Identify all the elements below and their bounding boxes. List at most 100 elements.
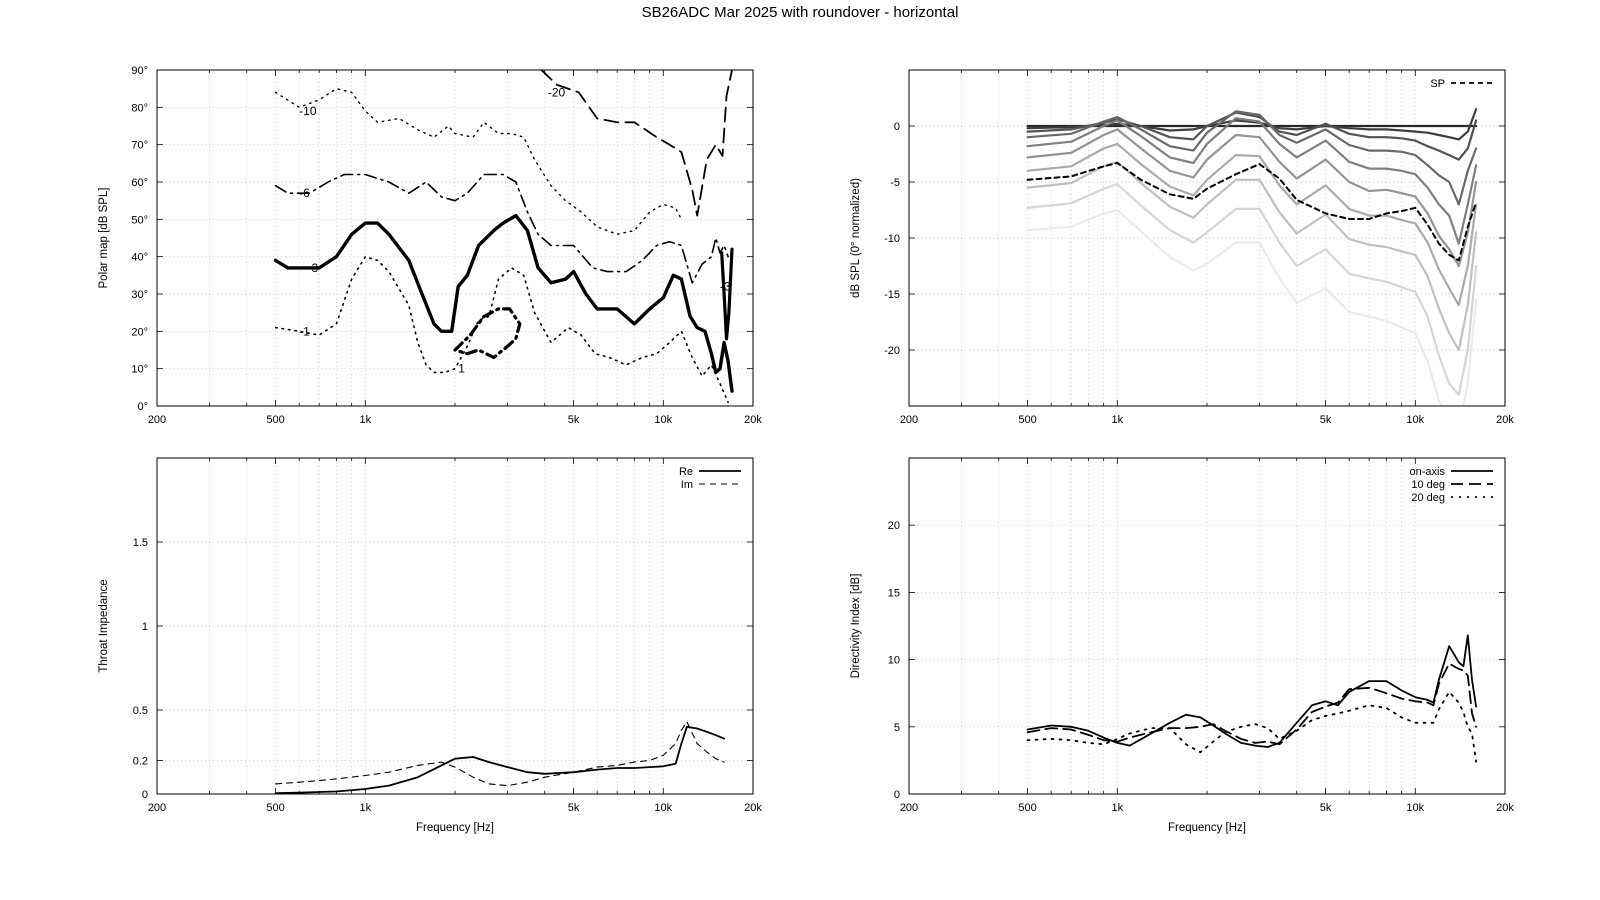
x-tick-label: 10k: [1406, 414, 1424, 426]
x-tick-label: 200: [148, 414, 166, 426]
series-line: [275, 721, 725, 787]
series-line: [1026, 160, 1478, 352]
series-line: [1026, 208, 1478, 406]
spl-panel: 200 500 1k 5k 10k 20k 0 -5 -10 -15 -20 dB SPL (0° n…: [850, 69, 1514, 426]
y-tick-label: 80°: [131, 102, 148, 114]
x-tick-label: 1k: [359, 414, 371, 426]
contour-line: [720, 247, 734, 341]
y-tick-label: -20: [884, 345, 900, 357]
plot-frame: [156, 69, 754, 407]
series-line: [1026, 111, 1478, 161]
legend-label: Im: [681, 479, 693, 491]
x-axis-label: Frequency [Hz]: [416, 822, 494, 834]
x-tick-label: 5k: [1320, 414, 1332, 426]
contour-label: -3: [308, 261, 319, 275]
legend-label: 10 deg: [1411, 479, 1445, 491]
polar-map-panel: 200 500 1k 5k 10k 20k 0° 10° 20° 30° 40° 50° 60° 70° 8…: [98, 65, 762, 426]
y-axis-label: Polar map [dB SPL]: [98, 188, 110, 289]
contour-line: [274, 173, 729, 284]
y-tick-label: 15: [888, 587, 900, 599]
y-tick-label: 60°: [131, 177, 148, 189]
y-tick-label: 30°: [131, 289, 148, 301]
x-tick-label: 1k: [359, 802, 371, 814]
contour-label: -3: [720, 280, 731, 294]
x-tick-label: 1k: [1111, 802, 1123, 814]
contour-label: -10: [299, 104, 317, 118]
contour-label: -1: [299, 324, 310, 338]
y-tick-label: 0: [894, 121, 900, 133]
x-tick-label: 10k: [654, 414, 672, 426]
series-line: [1026, 117, 1478, 245]
x-tick-label: 1k: [1111, 414, 1123, 426]
contour-label: 1: [458, 362, 465, 376]
x-tick-label: 20k: [744, 414, 762, 426]
y-tick-label: 0: [142, 789, 148, 801]
y-tick-label: 20: [888, 520, 900, 532]
contour-label: -20: [548, 85, 566, 99]
x-tick-label: 5k: [568, 414, 580, 426]
series-line: [1026, 162, 1478, 262]
y-axis-label: dB SPL (0° normalized): [850, 178, 862, 298]
contour-line: [274, 255, 729, 404]
x-tick-label: 5k: [1320, 802, 1332, 814]
page-title: SB26ADC Mar 2025 with roundover - horizo…: [641, 4, 959, 21]
y-tick-label: -5: [890, 177, 900, 189]
y-tick-label: 50°: [131, 214, 148, 226]
y-tick-label: 90°: [131, 65, 148, 77]
y-tick-label: 70°: [131, 140, 148, 152]
x-tick-label: 500: [1018, 414, 1036, 426]
x-tick-label: 20k: [744, 802, 762, 814]
legend-label: on-axis: [1410, 466, 1446, 478]
y-tick-label: 0°: [137, 401, 148, 413]
plot-area: [1026, 634, 1477, 763]
x-tick-label: 200: [148, 802, 166, 814]
x-tick-label: 200: [900, 802, 918, 814]
legend-label: SP: [1430, 78, 1445, 90]
contour-line: [273, 213, 734, 393]
series-line: [1026, 142, 1478, 307]
contour-line: [274, 88, 683, 235]
plot-frame: [908, 457, 1506, 795]
series-line: [1026, 691, 1477, 763]
series-line: [1026, 634, 1477, 748]
plot-area: -10 -20 -6 -3 -3 -1 1: [273, 70, 734, 404]
plot-area: [274, 721, 725, 794]
x-axis-label: Frequency [Hz]: [1168, 822, 1246, 834]
contour-line: [540, 70, 733, 217]
legend-label: Re: [679, 466, 693, 478]
y-tick-label: 5: [894, 722, 900, 734]
x-tick-label: 20k: [1496, 802, 1514, 814]
x-tick-label: 500: [266, 414, 284, 426]
x-tick-label: 10k: [1406, 802, 1424, 814]
x-tick-label: 200: [900, 414, 918, 426]
directivity-panel: 200 500 1k 5k 10k 20k 0 5 10 15 20 Directivity Inde…: [850, 457, 1514, 834]
contour-line: [453, 307, 522, 360]
y-tick-label: 0.2: [133, 755, 148, 767]
x-tick-label: 500: [1018, 802, 1036, 814]
plot-frame: [908, 69, 1506, 407]
series-line: [1026, 128, 1478, 268]
y-axis-label: Directivity Index [dB]: [850, 574, 862, 679]
y-tick-label: 0.5: [133, 705, 148, 717]
series-line: [1026, 183, 1478, 396]
x-tick-label: 20k: [1496, 414, 1514, 426]
y-tick-label: 1.5: [133, 537, 148, 549]
y-tick-label: -10: [884, 233, 900, 245]
y-tick-label: 10°: [131, 364, 148, 376]
series-line: [1026, 110, 1478, 206]
y-tick-label: 10: [888, 655, 900, 667]
series-line: [274, 725, 725, 794]
y-tick-label: 1: [142, 621, 148, 633]
y-tick-label: -15: [884, 289, 900, 301]
y-tick-label: 40°: [131, 252, 148, 264]
x-tick-label: 500: [266, 802, 284, 814]
series-line: [1026, 662, 1477, 746]
y-tick-label: 0: [894, 789, 900, 801]
legend-label: 20 deg: [1411, 492, 1445, 504]
x-tick-label: 10k: [654, 802, 672, 814]
x-tick-label: 5k: [568, 802, 580, 814]
plot-area: [1026, 108, 1478, 406]
contour-label: -6: [299, 186, 310, 200]
plot-frame: [156, 457, 754, 795]
